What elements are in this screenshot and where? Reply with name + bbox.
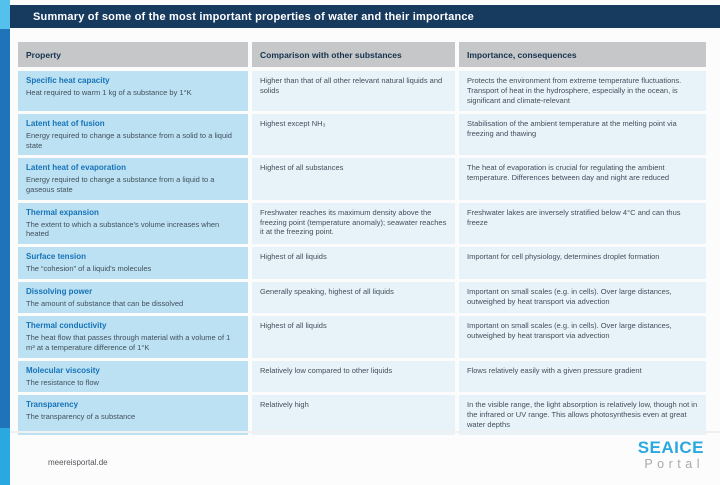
comparison-cell: Higher than that of all other relevant n… <box>252 71 455 111</box>
left-accent-top <box>0 0 10 29</box>
property-title: Latent heat of evaporation <box>26 163 127 173</box>
logo-seaice-text: SEAICE <box>637 438 704 457</box>
property-title: Specific heat capacity <box>26 76 110 85</box>
property-cell: Latent heat of fusion Energy required to … <box>18 114 248 156</box>
table-row: Thermal expansion The extent to which a s… <box>18 202 706 245</box>
importance-cell: Freshwater lakes are inversely stratifie… <box>459 202 706 245</box>
column-header-comparison: Comparison with other substances <box>252 42 455 67</box>
seaice-portal-logo: SEAICE Portal <box>637 438 704 471</box>
property-title: Surface tension <box>26 252 87 262</box>
property-cell: Thermal expansion The extent to which a s… <box>18 202 248 245</box>
table-header-row: Property Comparison with other substance… <box>18 42 706 67</box>
property-title: Thermal conductivity <box>26 321 107 331</box>
title-bar: Summary of some of the most important pr… <box>10 5 720 28</box>
properties-table: Property Comparison with other substance… <box>18 42 706 438</box>
left-accent-bottom <box>0 428 10 485</box>
comparison-cell: Highest of all liquids <box>252 247 455 279</box>
footer-divider <box>10 431 720 433</box>
property-description: The transparency of a substance <box>26 412 136 422</box>
property-cell: Dissolving power The amount of substance … <box>18 281 248 314</box>
table-row: Dissolving power The amount of substance … <box>18 281 706 314</box>
property-description: The “cohesion” of a liquid's molecules <box>26 264 152 274</box>
comparison-cell: Highest except NH₃ <box>252 114 455 156</box>
page-title: Summary of some of the most important pr… <box>33 10 475 23</box>
property-description: The resistance to flow <box>26 377 99 387</box>
importance-cell: The heat of evaporation is crucial for r… <box>459 158 706 200</box>
table-rows: Specific heat capacity Heat required to w… <box>18 71 706 436</box>
property-description: The heat flow that passes through materi… <box>26 333 231 353</box>
table-row: Transparency The transparency of a substa… <box>18 395 706 436</box>
table-row: Latent heat of fusion Energy required to … <box>18 114 706 156</box>
importance-cell: Important on small scales (e.g. in cells… <box>459 316 706 358</box>
property-title: Molecular viscosity <box>26 365 100 375</box>
property-cell: Molecular viscosity The resistance to flo… <box>18 360 248 393</box>
table-row: Latent heat of evaporation Energy require… <box>18 158 706 200</box>
comparison-cell: Generally speaking, highest of all liqui… <box>252 281 455 314</box>
importance-cell: Stabilisation of the ambient temperature… <box>459 114 706 156</box>
column-header-importance: Importance, consequences <box>459 42 706 67</box>
property-title: Dissolving power <box>26 286 93 296</box>
comparison-cell: Highest of all liquids <box>252 316 455 358</box>
property-title: Transparency <box>26 400 79 410</box>
property-description: The extent to which a substance's volume… <box>26 219 220 239</box>
comparison-cell: Highest of all substances <box>252 158 455 200</box>
importance-cell: Important for cell physiology, determine… <box>459 247 706 279</box>
property-description: Energy required to change a substance fr… <box>26 175 215 195</box>
column-header-property: Property <box>18 42 248 67</box>
comparison-cell: Relatively low compared to other liquids <box>252 360 455 393</box>
property-cell: Transparency The transparency of a substa… <box>18 395 248 436</box>
property-title: Latent heat of fusion <box>26 119 105 128</box>
property-description: Heat required to warm 1 kg of a substanc… <box>26 87 192 97</box>
property-cell: Latent heat of evaporation Energy require… <box>18 158 248 200</box>
property-cell: Specific heat capacity Heat required to w… <box>18 71 248 111</box>
property-description: The amount of substance that can be diss… <box>26 298 184 308</box>
table-row: Molecular viscosity The resistance to flo… <box>18 360 706 393</box>
logo-portal-text: Portal <box>644 456 704 471</box>
comparison-cell: Freshwater reaches its maximum density a… <box>252 202 455 245</box>
importance-cell: In the visible range, the light absorpti… <box>459 395 706 436</box>
importance-cell: Flows relatively easily with a given pre… <box>459 360 706 393</box>
importance-cell: Important on small scales (e.g. in cells… <box>459 281 706 314</box>
property-cell: Surface tension The “cohesion” of a liqui… <box>18 247 248 279</box>
importance-cell: Protects the environment from extreme te… <box>459 71 706 111</box>
comparison-cell: Relatively high <box>252 395 455 436</box>
table-row: Surface tension The “cohesion” of a liqui… <box>18 247 706 279</box>
website-label: meereisportal.de <box>48 458 108 467</box>
left-accent-middle <box>0 29 10 428</box>
property-title: Thermal expansion <box>26 207 99 217</box>
table-row: Specific heat capacity Heat required to w… <box>18 71 706 111</box>
property-description: Energy required to change a substance fr… <box>26 130 232 150</box>
table-row: Thermal conductivity The heat flow that p… <box>18 316 706 358</box>
property-cell: Thermal conductivity The heat flow that p… <box>18 316 248 358</box>
